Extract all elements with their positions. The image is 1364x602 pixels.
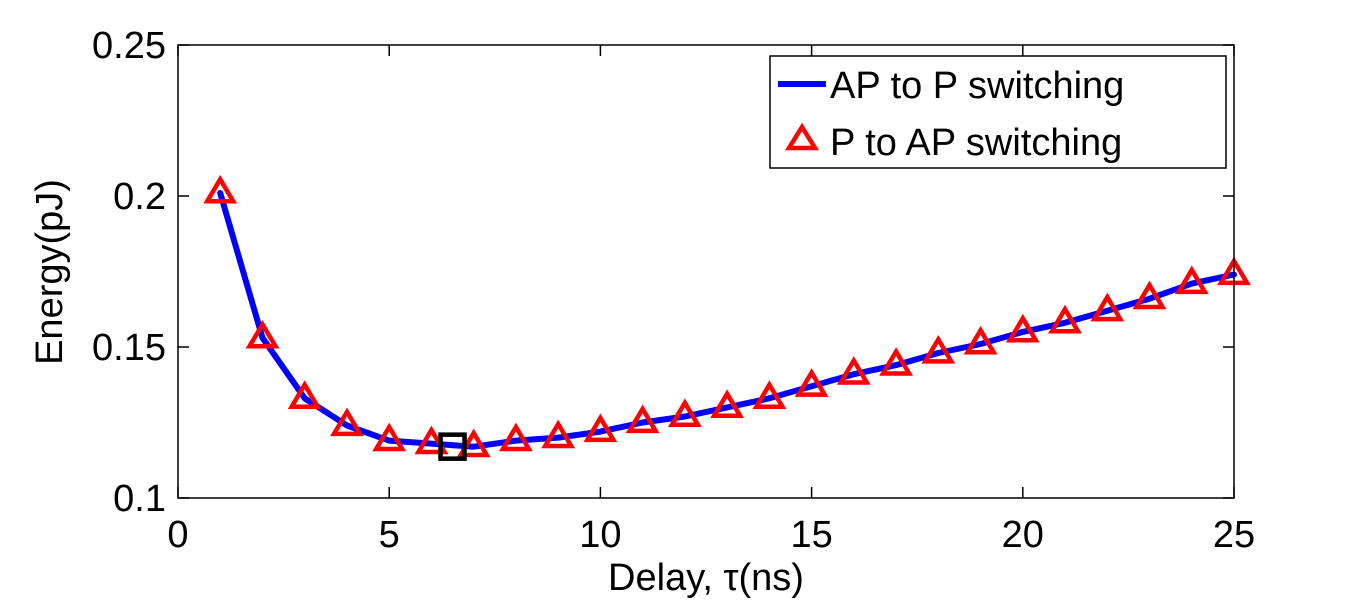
series-layer (203, 174, 1251, 458)
triangle-marker-p-to-ap (710, 389, 745, 419)
y-tick-label: 0.15 (92, 327, 166, 369)
plot-frame (177, 44, 1235, 499)
y-tick-label: 0.1 (113, 478, 166, 520)
x-tick-label: 20 (1002, 514, 1044, 556)
triangle-marker-p-to-ap (583, 413, 618, 443)
x-tick-label: 0 (167, 514, 188, 556)
triangle-marker-p-to-ap (879, 347, 914, 376)
triangle-marker-p-to-ap (667, 398, 702, 428)
triangle-marker-p-to-ap (414, 425, 449, 455)
y-tick-label: 0.2 (113, 176, 166, 218)
y-axis-title: Energy(pJ) (29, 179, 71, 365)
triangle-marker-p-to-ap (1132, 280, 1167, 310)
triangle-marker-p-to-ap (541, 419, 576, 449)
legend-triangle-swatch (784, 122, 820, 151)
triangle-marker-p-to-ap (752, 380, 787, 409)
legend-label-ap-to-p: AP to P switching (830, 65, 1124, 107)
triangle-marker-p-to-ap (203, 174, 238, 204)
triangle-marker-p-to-ap (963, 325, 998, 355)
triangle-marker-p-to-ap (836, 356, 871, 385)
triangle-marker-p-to-ap (498, 422, 533, 452)
x-tick-label: 10 (579, 514, 621, 556)
x-tick-label: 5 (379, 514, 400, 556)
tick-layer: 0 5 10 15 20 25 0.1 0.15 0.2 0.25 (92, 25, 1255, 556)
x-tick-label: 15 (790, 514, 832, 556)
y-tick-label: 0.25 (92, 25, 166, 67)
legend: AP to P switching P to AP switching (769, 55, 1227, 169)
legend-box (769, 55, 1227, 169)
triangle-marker-p-to-ap (287, 380, 322, 409)
triangle-marker-p-to-ap (372, 422, 407, 452)
triangle-marker-p-to-ap (625, 404, 660, 434)
minimum-square-marker (438, 432, 467, 461)
annotation-layer (438, 432, 467, 461)
triangle-marker-p-to-ap (245, 319, 280, 349)
triangle-marker-p-to-ap (1090, 292, 1125, 322)
series-line-ap-to-p (217, 190, 1237, 450)
triangle-marker-p-to-ap (794, 368, 829, 397)
triangle-marker-p-to-ap (1174, 265, 1209, 295)
triangle-marker-p-to-ap (921, 334, 956, 364)
triangle-marker-p-to-ap (1048, 304, 1082, 334)
x-tick-label: 25 (1213, 514, 1255, 556)
triangle-marker-p-to-ap (330, 407, 364, 437)
legend-label-p-to-ap: P to AP switching (830, 122, 1122, 164)
x-axis-title: Delay, τ(ns) (608, 557, 804, 599)
triangle-marker-p-to-ap (1005, 313, 1040, 343)
triangle-marker-p-to-ap (456, 428, 491, 458)
